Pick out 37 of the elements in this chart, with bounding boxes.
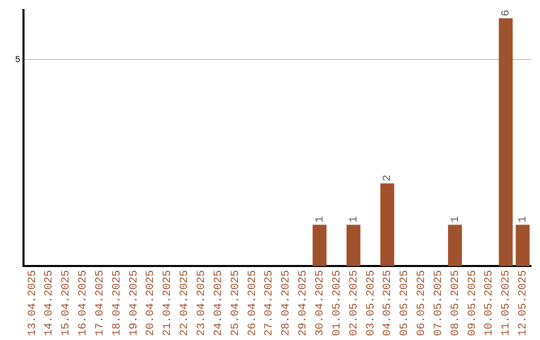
x-tick-label: 01.05.2025 bbox=[331, 270, 344, 336]
x-tick-label: 03.05.2025 bbox=[365, 270, 378, 336]
data-label: 1 bbox=[450, 216, 462, 223]
data-label: 1 bbox=[348, 216, 360, 223]
x-tick-label: 27.04.2025 bbox=[264, 270, 276, 336]
x-tick-label: 28.04.2025 bbox=[280, 270, 293, 336]
x-tick-label: 24.04.2025 bbox=[212, 270, 225, 336]
x-tick-label: 09.05.2025 bbox=[466, 270, 479, 336]
x-tick-label: 10.05.2025 bbox=[484, 270, 496, 336]
data-label: 2 bbox=[382, 174, 394, 182]
x-tick-label: 25.04.2025 bbox=[230, 270, 242, 336]
x-tick-label: 07.05.2025 bbox=[432, 270, 445, 336]
x-tick-label: 30.04.2025 bbox=[314, 270, 326, 336]
x-tick-label: 17.04.2025 bbox=[94, 270, 106, 336]
data-label: 1 bbox=[314, 216, 326, 223]
x-tick-label: 20.04.2025 bbox=[145, 270, 158, 336]
data-label: 1 bbox=[518, 216, 530, 223]
x-tick-label: 11.05.2025 bbox=[500, 270, 513, 336]
x-tick-label: 14.04.2025 bbox=[44, 270, 56, 336]
x-tick-label: 08.05.2025 bbox=[450, 270, 462, 336]
x-tick-label: 04.05.2025 bbox=[382, 270, 394, 336]
x-tick-label: 19.04.2025 bbox=[128, 270, 140, 336]
data-label: 6 bbox=[500, 10, 513, 16]
y-tick-label: 5 bbox=[14, 54, 20, 65]
x-tick-label: 05.05.2025 bbox=[399, 270, 412, 336]
x-tick-label: 13.04.2025 bbox=[26, 270, 39, 336]
x-tick-label: 22.04.2025 bbox=[179, 270, 192, 336]
x-tick-label: 29.04.2025 bbox=[298, 270, 310, 336]
x-tick-label: 12.05.2025 bbox=[518, 270, 530, 336]
x-tick-label: 06.05.2025 bbox=[416, 270, 428, 336]
x-tick-label: 26.04.2025 bbox=[246, 270, 259, 336]
x-tick-label: 18.04.2025 bbox=[111, 270, 124, 336]
x-tick-label: 21.04.2025 bbox=[162, 270, 174, 336]
x-tick-label: 02.05.2025 bbox=[348, 270, 360, 336]
x-tick-label: 16.04.2025 bbox=[78, 270, 90, 336]
x-tick-label: 15.04.2025 bbox=[60, 270, 73, 336]
x-tick-label: 23.04.2025 bbox=[196, 270, 208, 336]
